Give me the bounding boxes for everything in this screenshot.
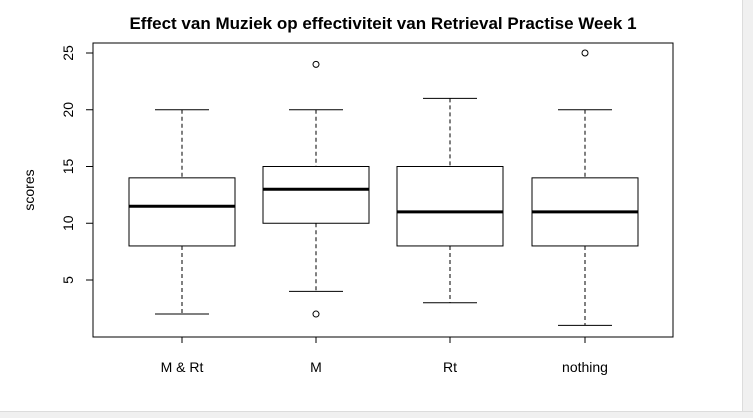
y-tick-label: 25 xyxy=(60,45,76,61)
outlier-point xyxy=(581,49,589,57)
window-edge-right xyxy=(742,0,753,417)
chart-title: Effect van Muziek op effectiviteit van R… xyxy=(129,14,636,33)
x-tick-labels: M & Rt M Rt nothing xyxy=(161,337,608,375)
box-group xyxy=(531,49,639,326)
x-tick-label: M & Rt xyxy=(161,359,204,375)
iqr-box xyxy=(262,166,370,224)
box-group xyxy=(396,97,504,304)
y-tick-label: 10 xyxy=(60,215,76,231)
outlier-point xyxy=(312,60,320,68)
x-tick-label: M xyxy=(310,359,322,375)
x-tick-label: Rt xyxy=(443,359,457,375)
y-axis-label: scores xyxy=(21,169,37,210)
box-group xyxy=(128,109,236,315)
box-group xyxy=(262,60,370,318)
y-tick-label: 15 xyxy=(60,159,76,175)
window-edge-bottom xyxy=(0,411,753,418)
iqr-box xyxy=(396,166,504,247)
x-tick-label: nothing xyxy=(562,359,608,375)
outlier-point xyxy=(312,310,320,318)
y-tick-label: 20 xyxy=(60,102,76,118)
boxes xyxy=(128,49,639,326)
y-ticks: 5 10 15 20 25 xyxy=(60,45,93,284)
iqr-box xyxy=(128,177,236,247)
y-tick-label: 5 xyxy=(60,276,76,284)
